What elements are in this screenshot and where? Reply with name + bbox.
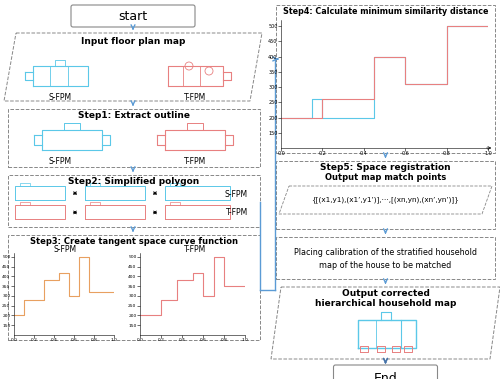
Text: S-FPM: S-FPM [48,158,72,166]
Text: map of the house to be matched: map of the house to be matched [320,261,452,270]
Text: Input floor plan map: Input floor plan map [81,36,185,45]
Polygon shape [4,33,262,101]
Text: Step5: Space registration: Step5: Space registration [320,163,451,172]
Text: hierarchical household map: hierarchical household map [315,299,456,309]
FancyBboxPatch shape [71,5,195,27]
FancyBboxPatch shape [334,365,438,379]
Text: Step1: Extract outline: Step1: Extract outline [78,111,190,121]
Text: Step2: Simplified polygon: Step2: Simplified polygon [68,177,200,186]
Bar [276,161,495,229]
Text: Output map match points: Output map match points [325,174,446,183]
Polygon shape [279,186,492,214]
Text: S-FPM: S-FPM [54,246,76,255]
Text: Step3: Create tangent space curve function: Step3: Create tangent space curve functi… [30,238,238,246]
Text: T-FPM: T-FPM [226,208,248,217]
Bar [276,5,495,153]
Bar [276,237,495,279]
Text: S-FPM: S-FPM [48,92,72,102]
Polygon shape [271,287,500,359]
Text: Output corrected: Output corrected [342,290,430,299]
Bar [8,235,260,340]
Text: S-FPM: S-FPM [225,190,248,199]
Text: {[(x1,y1),(x1’,y1’)],⋯,[(xn,yn),(xn’,yn’)]}: {[(x1,y1),(x1’,y1’)],⋯,[(xn,yn),(xn’,yn’… [312,197,460,204]
Text: Placing calibration of the stratified household: Placing calibration of the stratified ho… [294,249,477,257]
Text: T-FPM: T-FPM [184,92,206,102]
Text: Step4: Calculate minimum similarity distance: Step4: Calculate minimum similarity dist… [283,8,488,17]
Text: T-FPM: T-FPM [184,158,206,166]
Text: End: End [374,371,398,379]
Bar [8,109,260,167]
Bar [8,175,260,227]
Text: T-FPM: T-FPM [184,246,206,255]
Text: start: start [118,9,148,22]
